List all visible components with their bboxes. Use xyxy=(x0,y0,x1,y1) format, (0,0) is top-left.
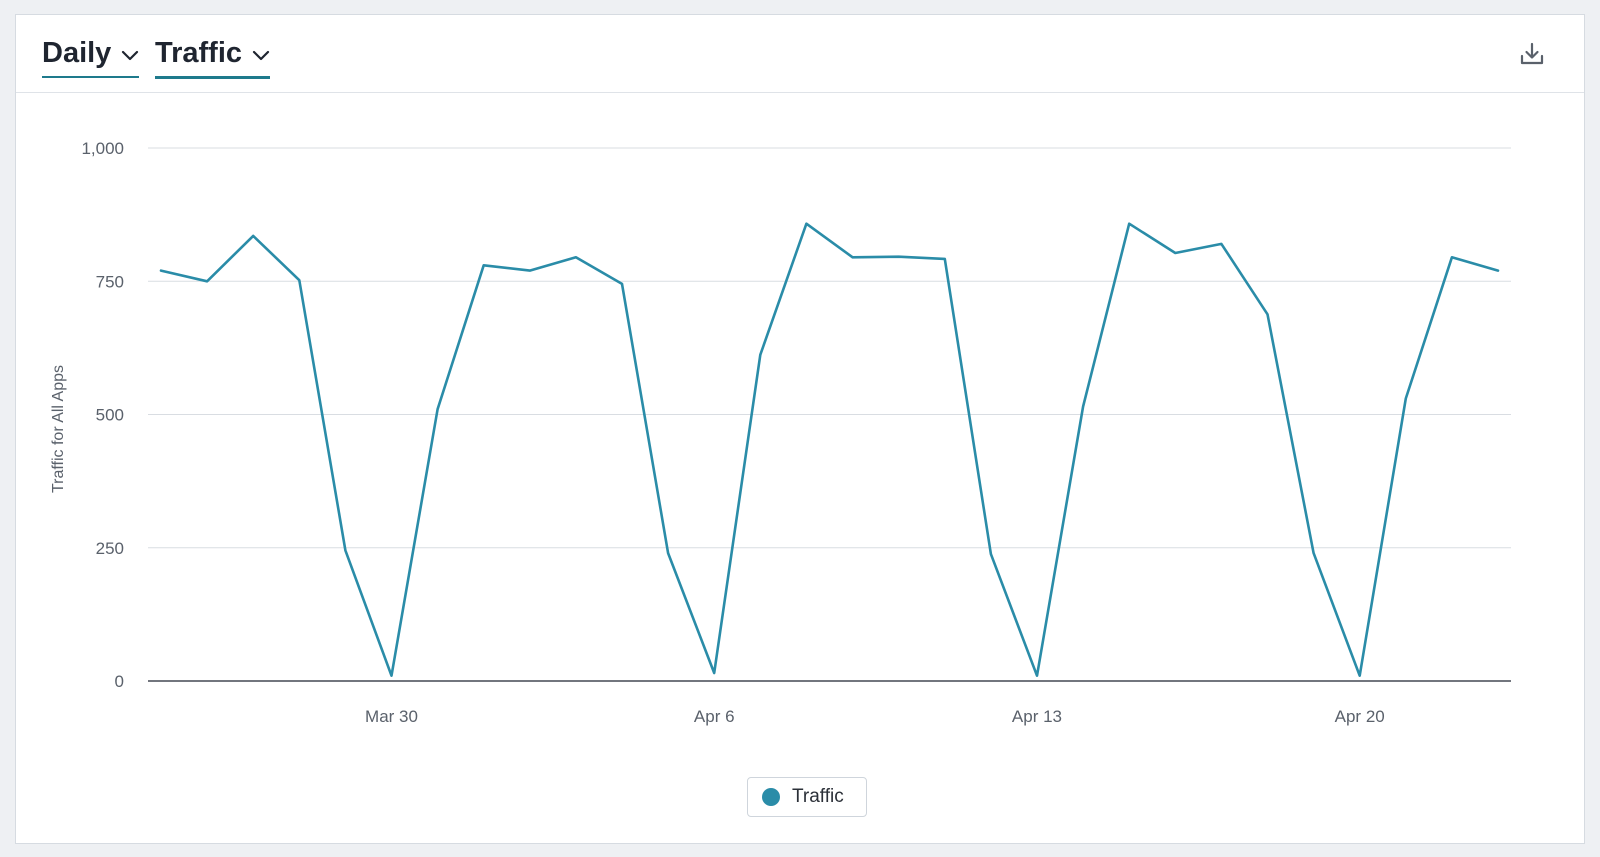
chevron-down-icon xyxy=(121,37,139,70)
chart-header: Daily Traffic xyxy=(16,15,1584,93)
y-tick-label: 500 xyxy=(96,406,124,425)
chevron-down-icon xyxy=(252,37,270,70)
traffic-line-chart: 0 250 500 750 1,000 Mar 30 Apr 6 Apr 13 Apr 20 T… xyxy=(50,139,1511,726)
y-tick-label: 750 xyxy=(96,272,124,291)
y-tick-label: 250 xyxy=(96,539,124,558)
metric-selector[interactable]: Traffic xyxy=(155,37,271,79)
period-label: Daily xyxy=(42,37,112,69)
chart-area: 0 250 500 750 1,000 Mar 30 Apr 6 Apr 13 Apr 20 T… xyxy=(16,15,1586,845)
legend-label: Traffic xyxy=(792,786,844,807)
x-tick-label: Apr 13 xyxy=(1012,707,1062,726)
metric-label: Traffic xyxy=(155,37,243,69)
download-icon[interactable] xyxy=(1518,40,1546,68)
x-tick-label: Apr 6 xyxy=(694,707,735,726)
x-tick-label: Mar 30 xyxy=(365,707,418,726)
series-line-traffic xyxy=(159,222,1500,678)
period-selector[interactable]: Daily xyxy=(42,37,140,78)
legend-item-traffic[interactable]: Traffic xyxy=(747,777,867,817)
y-axis-label: Traffic for All Apps xyxy=(50,365,67,493)
legend-swatch xyxy=(762,788,780,806)
chart-card: Daily Traffic 0 250 500 750 1,000 Mar 30 Apr 6… xyxy=(15,14,1585,844)
y-tick-label: 0 xyxy=(115,672,124,691)
y-tick-label: 1,000 xyxy=(81,139,124,158)
x-tick-label: Apr 20 xyxy=(1335,707,1385,726)
